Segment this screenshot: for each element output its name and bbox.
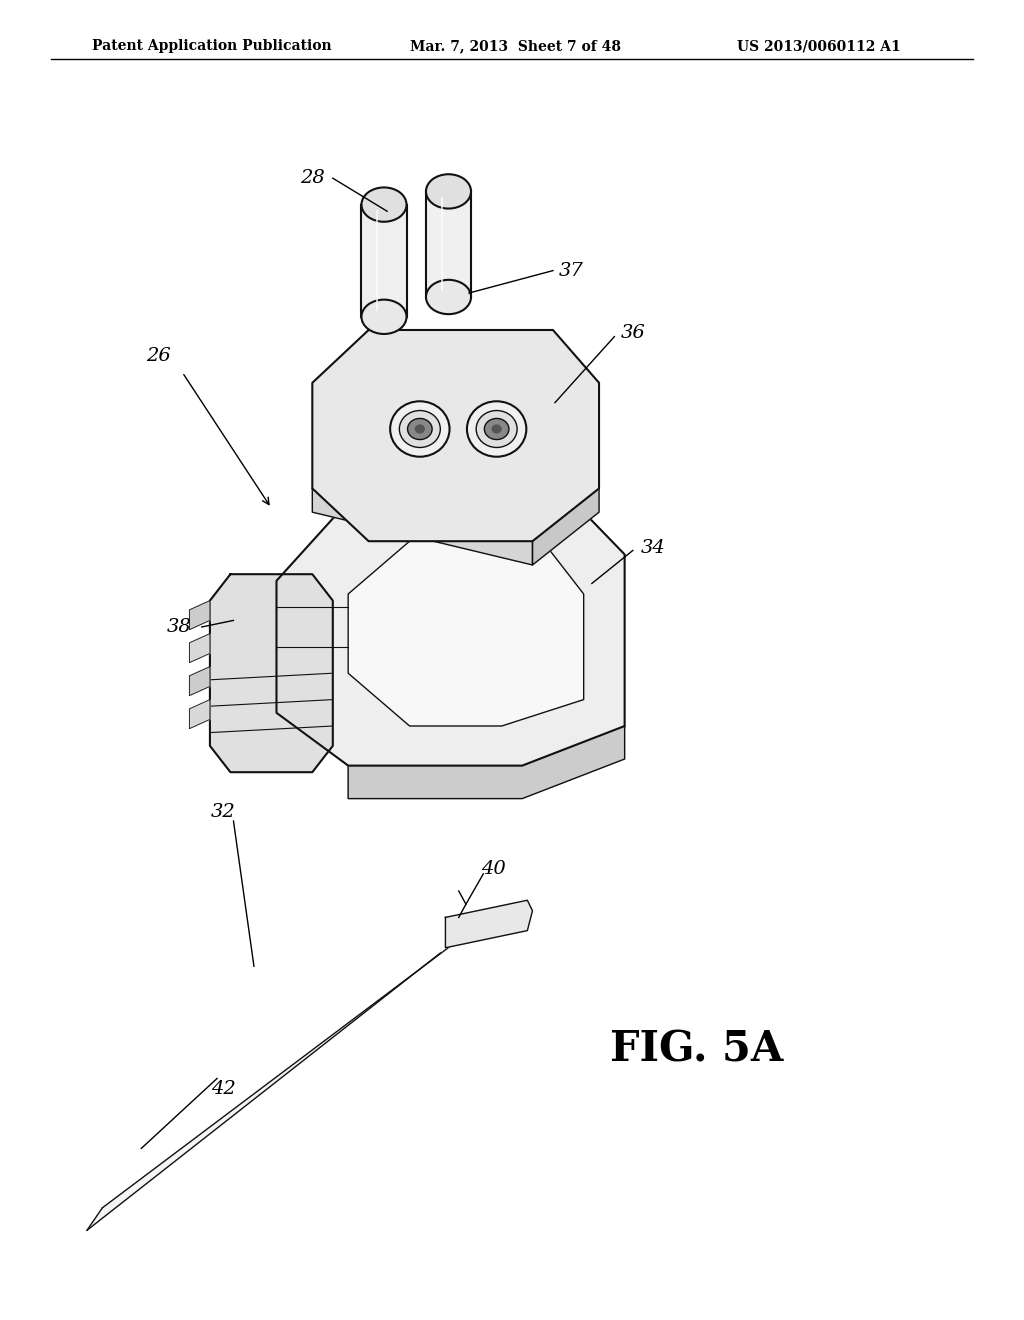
Polygon shape bbox=[87, 931, 471, 1230]
Ellipse shape bbox=[399, 411, 440, 447]
Polygon shape bbox=[312, 488, 532, 565]
Ellipse shape bbox=[484, 418, 509, 440]
Text: US 2013/0060112 A1: US 2013/0060112 A1 bbox=[737, 40, 901, 53]
Text: 42: 42 bbox=[211, 1080, 236, 1098]
Text: 37: 37 bbox=[559, 261, 584, 280]
Text: Mar. 7, 2013  Sheet 7 of 48: Mar. 7, 2013 Sheet 7 of 48 bbox=[410, 40, 621, 53]
Text: 38: 38 bbox=[167, 618, 191, 636]
Polygon shape bbox=[189, 700, 210, 729]
Polygon shape bbox=[189, 667, 210, 696]
Ellipse shape bbox=[476, 411, 517, 447]
Polygon shape bbox=[312, 330, 599, 541]
Ellipse shape bbox=[426, 280, 471, 314]
Polygon shape bbox=[276, 502, 625, 766]
Text: 34: 34 bbox=[641, 539, 666, 557]
Text: 32: 32 bbox=[211, 803, 236, 821]
Text: 28: 28 bbox=[300, 169, 325, 187]
Ellipse shape bbox=[492, 424, 502, 433]
Ellipse shape bbox=[390, 401, 450, 457]
Polygon shape bbox=[426, 191, 471, 297]
Polygon shape bbox=[348, 726, 625, 799]
Text: FIG. 5A: FIG. 5A bbox=[609, 1028, 783, 1071]
Polygon shape bbox=[189, 601, 210, 630]
Polygon shape bbox=[532, 383, 599, 565]
Polygon shape bbox=[189, 634, 210, 663]
Polygon shape bbox=[438, 413, 478, 445]
Polygon shape bbox=[210, 574, 333, 772]
Polygon shape bbox=[348, 541, 584, 726]
Text: 40: 40 bbox=[481, 859, 506, 878]
Polygon shape bbox=[361, 205, 407, 317]
Ellipse shape bbox=[415, 424, 425, 433]
Ellipse shape bbox=[467, 401, 526, 457]
Ellipse shape bbox=[408, 418, 432, 440]
Ellipse shape bbox=[361, 187, 407, 222]
Ellipse shape bbox=[426, 174, 471, 209]
Text: Patent Application Publication: Patent Application Publication bbox=[92, 40, 332, 53]
Ellipse shape bbox=[361, 300, 407, 334]
Text: 36: 36 bbox=[621, 323, 645, 342]
Polygon shape bbox=[445, 900, 532, 948]
Text: 26: 26 bbox=[146, 347, 171, 366]
